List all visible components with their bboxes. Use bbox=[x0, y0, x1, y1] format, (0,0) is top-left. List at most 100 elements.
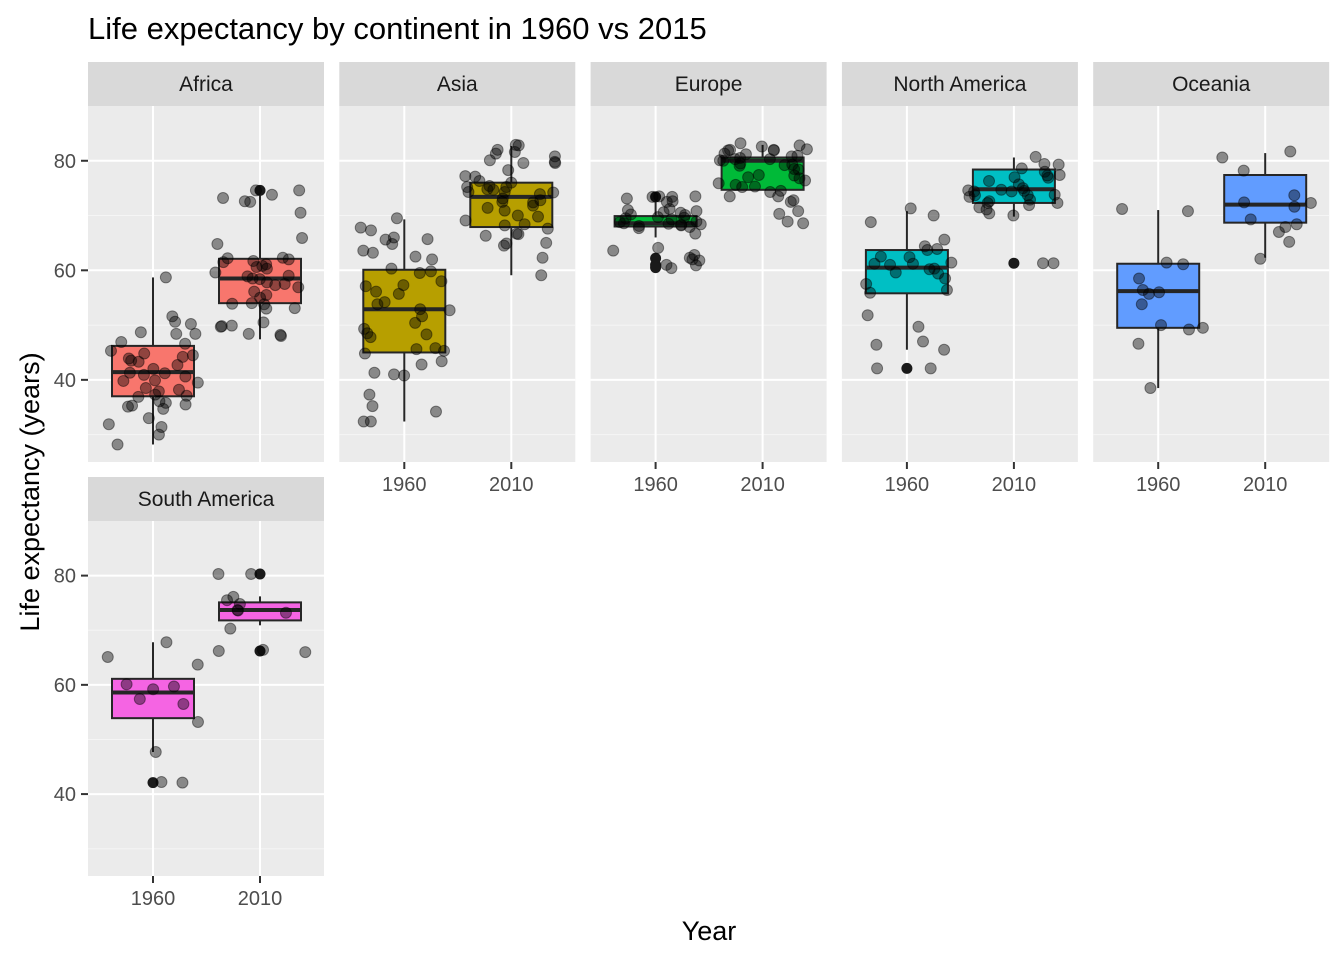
data-point bbox=[536, 251, 549, 264]
data-point bbox=[392, 287, 405, 300]
data-point bbox=[184, 317, 197, 330]
data-point bbox=[370, 285, 383, 298]
y-tick-label: 60 bbox=[54, 675, 76, 697]
data-point bbox=[1177, 258, 1190, 271]
data-point bbox=[742, 171, 755, 184]
data-point bbox=[1142, 287, 1155, 300]
data-point bbox=[248, 285, 261, 298]
data-point bbox=[980, 203, 993, 216]
x-tick-label: 1960 bbox=[885, 474, 930, 496]
data-point bbox=[461, 181, 474, 194]
data-point bbox=[1144, 382, 1157, 395]
data-point bbox=[1029, 150, 1042, 163]
data-point bbox=[366, 400, 379, 413]
data-point bbox=[547, 186, 560, 199]
data-point bbox=[364, 331, 377, 344]
data-point bbox=[1038, 165, 1051, 178]
data-point bbox=[733, 159, 746, 172]
data-point bbox=[797, 217, 810, 230]
data-point bbox=[409, 316, 422, 329]
data-point bbox=[357, 244, 370, 257]
data-point bbox=[940, 284, 953, 297]
data-point bbox=[688, 248, 701, 261]
data-point bbox=[155, 776, 168, 789]
data-point bbox=[459, 170, 472, 183]
facet-panel-asia: Asia 1960 2010 bbox=[339, 62, 576, 496]
data-point bbox=[906, 257, 919, 270]
data-point bbox=[693, 254, 706, 267]
y-tick-label: 60 bbox=[54, 260, 76, 282]
data-point bbox=[269, 279, 282, 292]
data-point bbox=[889, 266, 902, 279]
data-point bbox=[364, 224, 377, 237]
data-point bbox=[409, 250, 422, 263]
data-point bbox=[245, 297, 258, 310]
data-point bbox=[254, 291, 267, 304]
data-point bbox=[257, 643, 270, 656]
data-point bbox=[279, 606, 292, 619]
data-point bbox=[1284, 145, 1297, 158]
data-point bbox=[438, 344, 451, 357]
data-point bbox=[159, 271, 172, 284]
data-point bbox=[678, 211, 691, 224]
data-point bbox=[429, 342, 442, 355]
data-point bbox=[226, 297, 239, 310]
data-point bbox=[767, 144, 780, 157]
data-point bbox=[489, 147, 502, 160]
data-point bbox=[773, 207, 786, 220]
data-point bbox=[938, 233, 951, 246]
data-point bbox=[416, 310, 429, 323]
data-point bbox=[1237, 164, 1250, 177]
data-point bbox=[734, 137, 747, 150]
data-point bbox=[361, 327, 374, 340]
data-point bbox=[487, 183, 500, 196]
data-point bbox=[462, 185, 475, 198]
x-tick-label: 2010 bbox=[1243, 474, 1288, 496]
data-point bbox=[215, 320, 228, 333]
data-point bbox=[274, 328, 287, 341]
data-point bbox=[358, 347, 371, 360]
data-point bbox=[359, 280, 372, 293]
facet-strip bbox=[841, 62, 1078, 106]
x-tick-label: 1960 bbox=[382, 474, 427, 496]
data-point bbox=[225, 319, 238, 332]
data-point bbox=[653, 190, 666, 203]
data-point bbox=[1051, 196, 1064, 209]
data-point bbox=[469, 170, 482, 183]
box bbox=[1223, 174, 1308, 224]
data-point bbox=[354, 221, 367, 234]
data-point bbox=[968, 189, 981, 202]
data-point bbox=[1038, 158, 1051, 171]
data-point bbox=[414, 303, 427, 316]
facet-panel-africa: Africa 40 60 80 bbox=[54, 62, 324, 462]
data-point bbox=[657, 206, 670, 219]
data-point bbox=[981, 196, 994, 209]
data-point bbox=[104, 344, 117, 357]
boxplot-1960 bbox=[1116, 210, 1201, 389]
data-point bbox=[660, 195, 673, 208]
data-point bbox=[505, 176, 518, 189]
data-point bbox=[137, 368, 150, 381]
data-point bbox=[293, 184, 306, 197]
data-point bbox=[1116, 202, 1129, 215]
data-point bbox=[549, 156, 562, 169]
outlier-point bbox=[1008, 257, 1020, 269]
data-point bbox=[1021, 189, 1034, 202]
data-point bbox=[500, 237, 513, 250]
data-point bbox=[1135, 298, 1148, 311]
data-point bbox=[134, 326, 147, 339]
data-point bbox=[294, 206, 307, 219]
data-point bbox=[1024, 193, 1037, 206]
data-point bbox=[683, 251, 696, 264]
data-point bbox=[921, 244, 934, 257]
data-point bbox=[1007, 209, 1020, 222]
data-point bbox=[479, 229, 492, 242]
data-point bbox=[884, 258, 897, 271]
data-point bbox=[498, 204, 511, 217]
data-point bbox=[874, 250, 887, 263]
outlier-point bbox=[650, 262, 662, 274]
data-point bbox=[125, 354, 138, 367]
data-point bbox=[186, 349, 199, 362]
data-point bbox=[924, 362, 937, 375]
data-point bbox=[386, 238, 399, 251]
